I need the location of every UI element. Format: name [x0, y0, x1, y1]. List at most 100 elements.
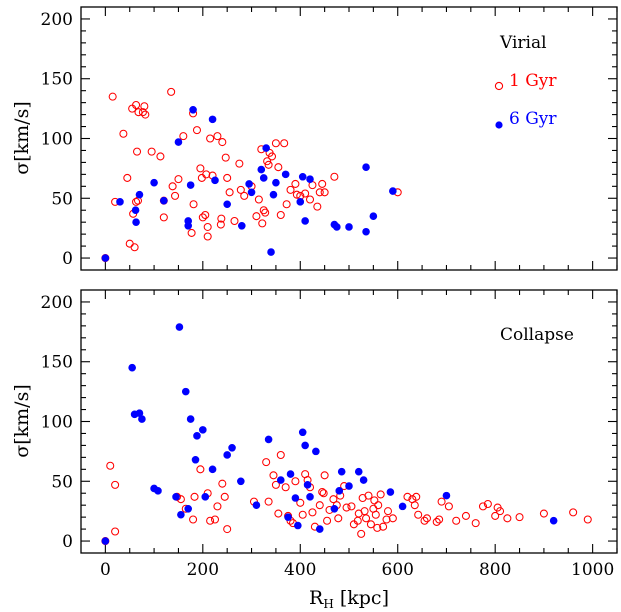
point-1-gyr	[320, 471, 329, 480]
point-1-gyr	[168, 182, 177, 191]
point-6-gyr	[116, 198, 124, 206]
y-tick-label: 200	[41, 10, 73, 30]
point-1-gyr	[376, 490, 385, 499]
point-6-gyr	[128, 363, 136, 372]
x-tick-label: 200	[187, 560, 219, 580]
points-top	[101, 87, 402, 263]
point-1-gyr	[264, 160, 273, 169]
point-1-gyr	[133, 147, 142, 156]
legend: 1 Gyr 6 Gyr	[494, 71, 557, 129]
point-1-gyr	[491, 511, 500, 520]
point-1-gyr	[230, 216, 239, 226]
y-tick-label: 200	[41, 293, 73, 313]
axis-ticks-top: 0 50 100 150 200	[41, 7, 618, 270]
point-1-gyr	[292, 190, 301, 199]
y-tick-label: 100	[41, 130, 73, 150]
point-6-gyr	[177, 510, 185, 519]
point-1-gyr	[221, 153, 230, 162]
point-1-gyr	[388, 514, 397, 523]
point-1-gyr	[264, 497, 273, 506]
point-1-gyr	[174, 175, 183, 184]
point-6-gyr	[362, 227, 370, 236]
point-1-gyr	[202, 170, 211, 179]
point-6-gyr	[345, 482, 353, 490]
point-1-gyr	[410, 501, 419, 510]
point-6-gyr	[301, 217, 309, 225]
y-tick-label: 0	[62, 249, 73, 269]
point-1-gyr	[496, 507, 505, 516]
point-6-gyr	[184, 504, 192, 513]
point-6-gyr	[174, 138, 183, 146]
panel-title-virial: Virial	[499, 33, 547, 53]
point-1-gyr	[189, 200, 198, 209]
point-1-gyr	[217, 214, 226, 223]
point-1-gyr	[218, 479, 227, 488]
point-1-gyr	[374, 501, 383, 510]
point-1-gyr	[130, 243, 139, 252]
y-tick-label: 150	[41, 353, 73, 373]
point-1-gyr	[111, 480, 120, 489]
point-6-gyr	[150, 178, 158, 187]
point-1-gyr	[261, 208, 270, 217]
point-1-gyr	[318, 179, 327, 188]
point-6-gyr	[335, 487, 344, 495]
x-tick-label: 800	[479, 560, 511, 580]
point-1-gyr	[420, 516, 429, 525]
point-6-gyr	[262, 144, 270, 152]
point-1-gyr	[383, 507, 393, 516]
point-1-gyr	[503, 514, 512, 523]
point-6-gyr	[186, 181, 195, 189]
point-1-gyr	[198, 213, 207, 222]
point-6-gyr	[442, 491, 451, 500]
point-1-gyr	[210, 515, 220, 524]
point-6-gyr	[191, 455, 200, 464]
point-1-gyr	[206, 134, 215, 143]
point-6-gyr	[276, 476, 285, 484]
point-1-gyr	[147, 147, 156, 156]
point-6-gyr	[223, 200, 231, 209]
point-6-gyr	[333, 223, 341, 231]
x-tick-label: 1000	[571, 560, 614, 580]
point-1-gyr	[125, 239, 134, 248]
point-6-gyr	[267, 248, 275, 256]
x-tick-label: 0	[100, 560, 111, 580]
point-6-gyr	[154, 487, 162, 495]
point-1-gyr	[281, 483, 290, 492]
point-1-gyr	[274, 509, 283, 518]
point-1-gyr	[197, 173, 206, 182]
point-6-gyr	[315, 525, 324, 533]
point-1-gyr	[569, 508, 578, 517]
legend-marker-6gyr	[495, 121, 503, 129]
point-6-gyr	[337, 467, 346, 476]
point-6-gyr	[132, 218, 140, 226]
point-6-gyr	[160, 196, 168, 205]
point-6-gyr	[223, 451, 231, 459]
point-6-gyr	[264, 435, 273, 444]
point-1-gyr	[263, 157, 272, 166]
point-1-gyr	[276, 210, 285, 220]
y-tick-label: 100	[41, 413, 73, 433]
point-6-gyr	[294, 521, 302, 530]
point-1-gyr	[318, 488, 327, 497]
point-1-gyr	[403, 492, 412, 501]
point-1-gyr	[203, 232, 212, 241]
x-axis-label: RH [kpc]	[309, 587, 389, 611]
point-1-gyr	[258, 219, 267, 228]
point-1-gyr	[276, 450, 285, 459]
point-1-gyr	[366, 520, 375, 529]
point-1-gyr	[123, 173, 132, 182]
point-6-gyr	[189, 106, 197, 114]
point-6-gyr	[208, 115, 217, 124]
point-6-gyr	[247, 188, 256, 197]
point-1-gyr	[138, 108, 147, 117]
y-tick-label: 150	[41, 70, 73, 90]
point-6-gyr	[272, 178, 280, 187]
point-1-gyr	[478, 502, 488, 511]
point-1-gyr	[190, 492, 199, 501]
point-1-gyr	[267, 152, 277, 161]
point-1-gyr	[515, 513, 524, 522]
point-1-gyr	[271, 480, 280, 489]
point-1-gyr	[437, 497, 446, 506]
point-1-gyr	[159, 213, 168, 222]
